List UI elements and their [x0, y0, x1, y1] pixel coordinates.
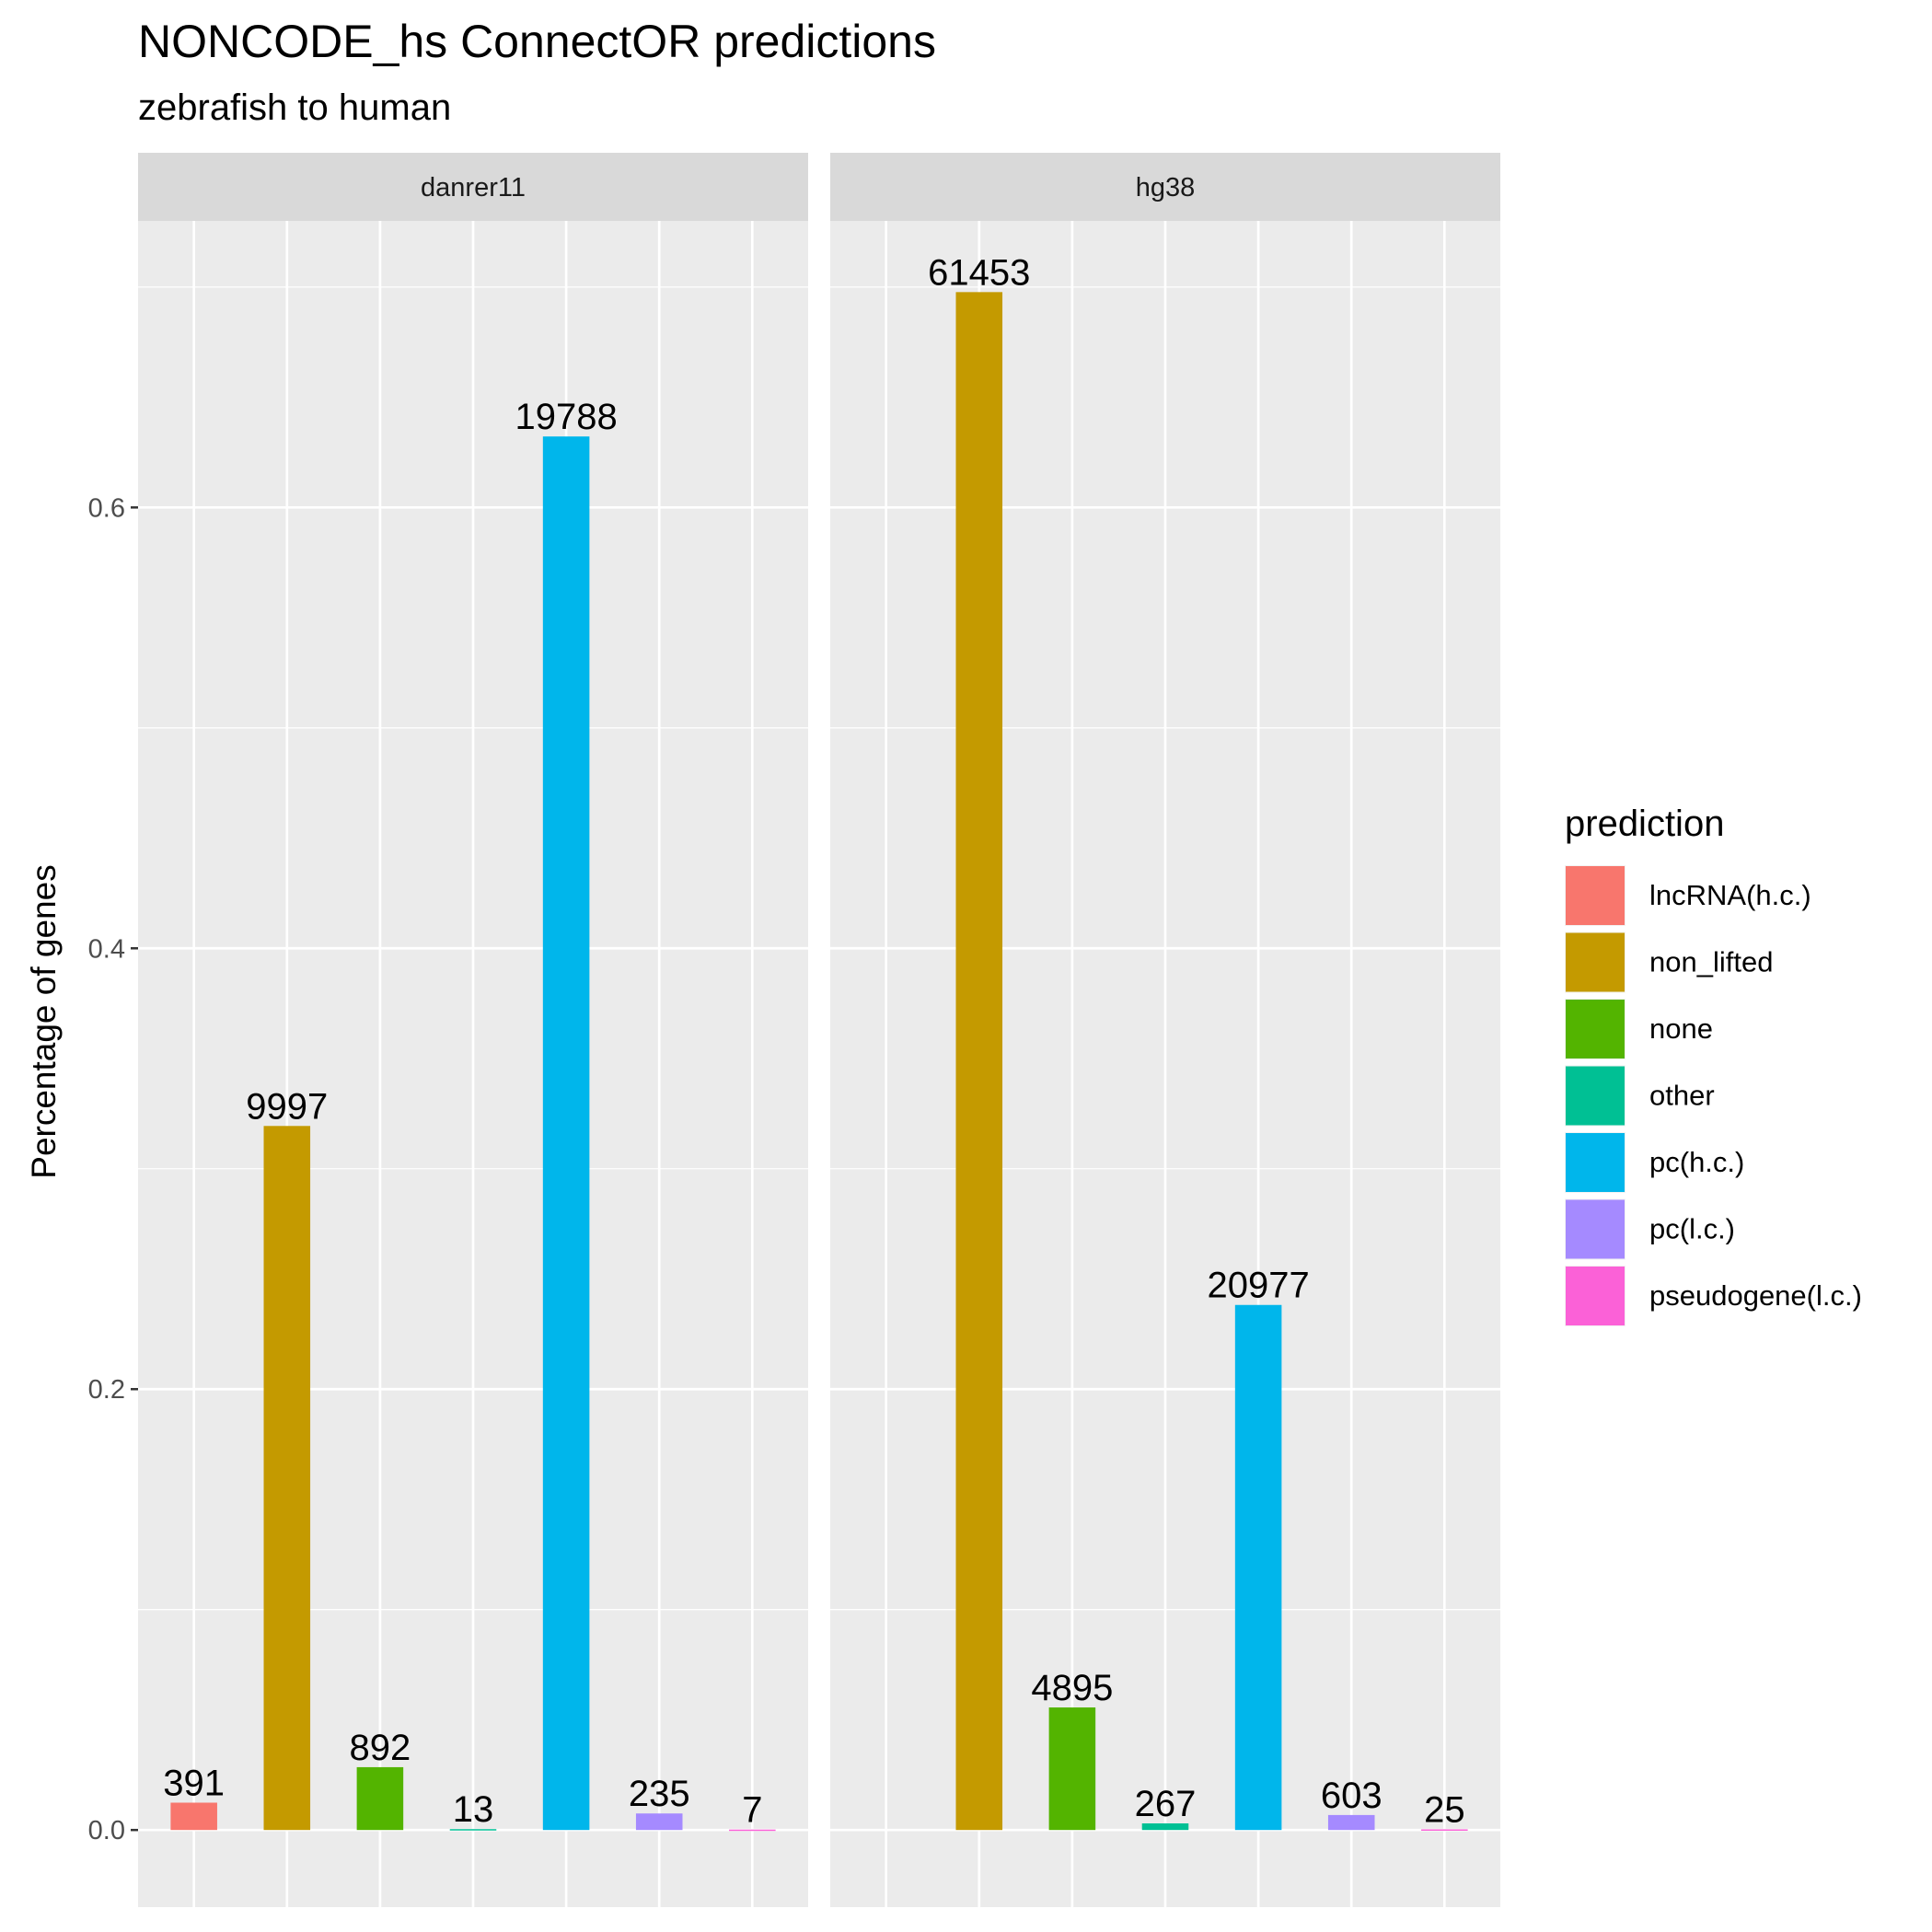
bar-pc(h.c.) — [1234, 1304, 1282, 1831]
legend-label: other — [1649, 1080, 1715, 1112]
y-tick-label: 0.0 — [88, 1816, 125, 1845]
bar-value-label: 4895 — [1031, 1668, 1113, 1708]
facet-strip — [138, 153, 808, 221]
y-tick-label: 0.4 — [88, 934, 125, 964]
legend-label: none — [1649, 1012, 1713, 1045]
facet-strip-label: hg38 — [1136, 173, 1196, 202]
bar-value-label: 391 — [163, 1763, 225, 1803]
legend-label: pc(l.c.) — [1649, 1213, 1735, 1245]
legend-swatch — [1566, 1066, 1625, 1126]
legend-swatch — [1566, 1000, 1625, 1059]
y-axis-title: Percentage of genes — [25, 864, 63, 1178]
bar-other — [1141, 1822, 1189, 1831]
legend-swatch — [1566, 1133, 1625, 1192]
legend-label: non_lifted — [1649, 946, 1773, 978]
facet-panels: danrer11 391 9997 892 13 19788 235 7 hg38 61453 48… — [138, 153, 1500, 1907]
bar-value-label: 20977 — [1207, 1266, 1309, 1306]
facet-panel-danrer11: danrer11 391 9997 892 13 19788 235 7 — [138, 153, 808, 1907]
y-tick-label: 0.6 — [88, 493, 125, 523]
bar-pc(h.c.) — [542, 436, 590, 1831]
facet-panel-hg38: hg38 61453 4895 267 20977 603 25 — [830, 153, 1500, 1907]
bar-value-label: 7 — [742, 1790, 762, 1831]
bar-pseudogene(l.c.) — [729, 1829, 776, 1832]
bar-value-label: 603 — [1321, 1776, 1382, 1816]
bar-other — [449, 1829, 497, 1831]
bar-value-label: 61453 — [928, 252, 1030, 293]
bar-value-label: 235 — [629, 1774, 690, 1814]
legend-label: lncRNA(h.c.) — [1649, 879, 1811, 911]
legend-swatch — [1566, 866, 1625, 925]
facet-strip — [830, 153, 1500, 221]
bar-value-label: 19788 — [515, 397, 617, 437]
chart-subtitle: zebrafish to human — [138, 87, 451, 128]
legend-swatch — [1566, 932, 1625, 992]
legend-swatch — [1566, 1199, 1625, 1259]
y-axis: 0.0 0.2 0.4 0.6 — [88, 493, 138, 1845]
legend-swatch — [1566, 1267, 1625, 1325]
bar-lncRNA(h.c.) — [170, 1802, 217, 1831]
facet-strip-label: danrer11 — [421, 173, 526, 202]
bar-value-label: 892 — [350, 1728, 411, 1768]
legend-label: pc(h.c.) — [1649, 1146, 1744, 1178]
bar-pseudogene(l.c.) — [1421, 1829, 1468, 1831]
bar-value-label: 9997 — [246, 1086, 328, 1127]
bar-none — [1048, 1707, 1096, 1831]
bar-value-label: 13 — [453, 1789, 494, 1830]
bar-non_lifted — [955, 292, 1003, 1831]
bar-pc(l.c.) — [635, 1813, 683, 1831]
legend-title: prediction — [1565, 804, 1724, 844]
bar-value-label: 25 — [1424, 1789, 1465, 1830]
bar-value-label: 267 — [1135, 1784, 1197, 1824]
bar-pc(l.c.) — [1327, 1814, 1375, 1831]
bar-none — [356, 1766, 404, 1831]
bar-non_lifted — [263, 1126, 311, 1831]
legend-label: pseudogene(l.c.) — [1649, 1279, 1862, 1312]
y-tick-label: 0.2 — [88, 1375, 125, 1405]
chart-title: NONCODE_hs ConnectOR predictions — [138, 16, 936, 67]
